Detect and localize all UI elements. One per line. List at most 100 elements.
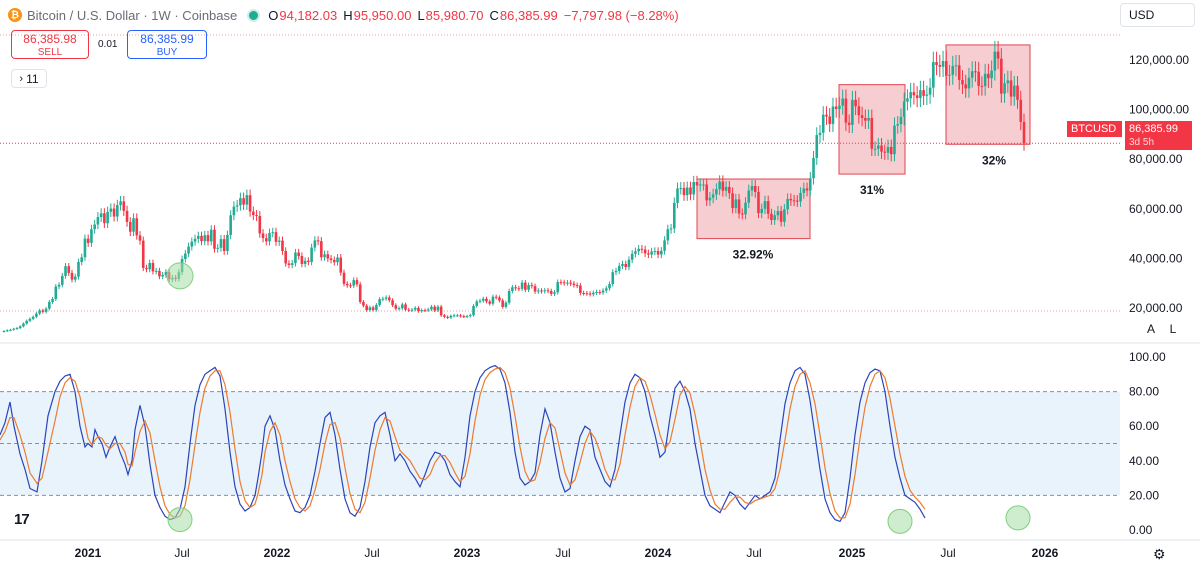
- candle-body: [80, 257, 84, 262]
- candle-body: [426, 309, 430, 311]
- candle-body: [456, 315, 459, 317]
- candle-body: [362, 301, 365, 306]
- candle-body: [987, 73, 990, 79]
- candle-body: [750, 185, 754, 191]
- candle-body: [504, 302, 508, 307]
- candle-body: [689, 187, 692, 195]
- candle-body: [332, 259, 336, 263]
- candle-body: [812, 157, 815, 179]
- drawdown-box: [696, 178, 811, 240]
- candle-body: [161, 274, 164, 277]
- candle-body: [320, 241, 323, 258]
- candle-body: [1012, 85, 1016, 97]
- osc-axis-label: 20.00: [1129, 488, 1159, 502]
- candle-body: [274, 232, 278, 242]
- candle-body: [138, 235, 142, 241]
- candle-body: [145, 267, 148, 270]
- drawdown-label: 31%: [860, 183, 884, 197]
- candle-body: [630, 253, 634, 260]
- candle-body: [365, 305, 368, 311]
- symbol-title[interactable]: Bitcoin / U.S. Dollar · 1W · Coinbase: [27, 7, 238, 23]
- candle-body: [860, 115, 864, 118]
- last-price: 86,385.99: [1129, 123, 1178, 135]
- candle-body: [342, 272, 346, 284]
- candle-body: [83, 238, 87, 258]
- candle-body: [106, 211, 109, 224]
- candle-body: [271, 232, 275, 234]
- candle-body: [909, 92, 912, 99]
- candle-body: [582, 293, 585, 295]
- candle-body: [488, 301, 492, 304]
- bar-countdown: 3d 5h: [1129, 137, 1155, 148]
- candle-body: [48, 301, 51, 309]
- currency-select[interactable]: USD: [1120, 3, 1195, 27]
- candle-body: [277, 240, 281, 242]
- candle-body: [494, 296, 498, 298]
- candle-body: [906, 98, 909, 102]
- candle-body: [300, 256, 304, 264]
- market-open-icon: [247, 8, 261, 22]
- candle-body: [9, 329, 12, 331]
- candle-body: [980, 85, 984, 87]
- candle-body: [472, 305, 475, 316]
- candle-body: [423, 310, 427, 312]
- candle-body: [164, 272, 168, 275]
- candle-body: [264, 238, 268, 242]
- candle-body: [378, 299, 381, 305]
- candle-body: [530, 285, 534, 287]
- candle-body: [336, 257, 339, 263]
- candle-body: [400, 304, 404, 309]
- buy-button[interactable]: 86,385.99 BUY: [127, 30, 207, 59]
- ohlc-l: L85,980.70: [417, 7, 484, 23]
- candle-body: [307, 260, 310, 262]
- candle-body: [724, 186, 728, 191]
- candle-body: [556, 282, 560, 293]
- candle-body: [524, 282, 527, 290]
- candle-body: [326, 254, 330, 259]
- candle-body: [200, 235, 203, 242]
- osc-axis-label: 40.00: [1129, 454, 1159, 468]
- auto-scale-button[interactable]: A: [1146, 322, 1155, 336]
- candle-body: [148, 262, 152, 270]
- candle-body: [258, 216, 262, 234]
- candle-body: [549, 291, 553, 294]
- candle-body: [915, 95, 919, 99]
- candle-body: [617, 265, 621, 271]
- candle-body: [815, 135, 819, 158]
- candle-body: [268, 232, 271, 242]
- candle-body: [28, 318, 32, 321]
- candle-body: [634, 251, 637, 254]
- ohlc-h: H95,950.00: [343, 7, 412, 23]
- candle-body: [446, 316, 449, 318]
- candle-body: [951, 66, 955, 75]
- candle-body: [598, 292, 602, 294]
- candle-body: [825, 114, 828, 117]
- candle-body: [893, 125, 896, 155]
- candle-body: [650, 251, 653, 255]
- highlight-circle: [887, 508, 913, 534]
- candle-body: [948, 74, 951, 76]
- candle-body: [375, 304, 378, 310]
- candle-body: [896, 124, 900, 126]
- candle-body: [5, 330, 9, 332]
- log-scale-button[interactable]: L: [1169, 322, 1177, 336]
- candle-body: [527, 285, 530, 290]
- candle-body: [682, 187, 686, 196]
- indicators-toggle-button[interactable]: › 11: [11, 69, 47, 88]
- candle-body: [73, 276, 77, 280]
- sell-button[interactable]: 86,385.98 SELL: [11, 30, 89, 59]
- candle-body: [718, 181, 721, 190]
- time-axis-label: Jul: [940, 546, 955, 560]
- candle-body: [77, 261, 80, 277]
- candle-body: [242, 198, 245, 205]
- candle-body: [747, 190, 751, 203]
- candle-body: [993, 51, 997, 71]
- candle-body: [352, 280, 356, 286]
- candle-body: [660, 250, 663, 255]
- candle-body: [614, 270, 618, 273]
- candle-body: [193, 238, 197, 242]
- candle-body: [961, 79, 964, 85]
- gear-icon[interactable]: ⚙: [1153, 546, 1166, 562]
- candle-body: [109, 208, 113, 212]
